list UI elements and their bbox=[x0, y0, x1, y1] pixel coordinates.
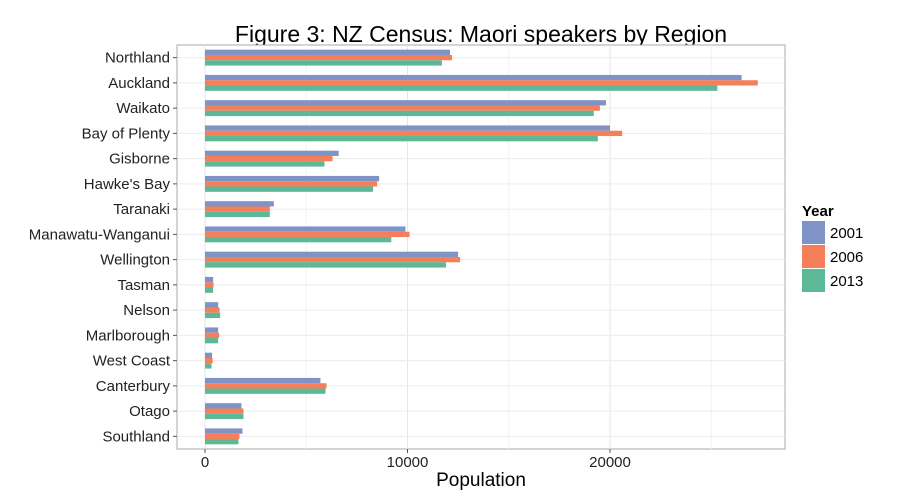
bar-2013 bbox=[205, 211, 270, 218]
bar-2006 bbox=[205, 408, 244, 414]
bar-2013 bbox=[205, 312, 221, 319]
bar-2006 bbox=[205, 256, 461, 263]
bar-2006 bbox=[205, 80, 758, 86]
bar-2001 bbox=[205, 49, 451, 55]
bar-2006 bbox=[205, 231, 410, 238]
bar-2013 bbox=[205, 60, 442, 66]
y-tick-label: Auckland bbox=[108, 75, 170, 92]
y-tick-label: Canterbury bbox=[96, 378, 171, 395]
bar-2006 bbox=[205, 130, 623, 137]
legend-swatch-2006 bbox=[802, 245, 825, 268]
bar-2001 bbox=[205, 201, 274, 207]
y-tick-label: West Coast bbox=[93, 353, 171, 370]
legend-label-2001: 2001 bbox=[830, 225, 863, 242]
y-tick-label: Gisborne bbox=[109, 151, 170, 168]
bar-2001 bbox=[205, 175, 380, 182]
bar-2001 bbox=[205, 276, 214, 283]
y-tick-label: Marlborough bbox=[86, 327, 170, 344]
bar-2006 bbox=[205, 155, 333, 162]
bar-2001 bbox=[205, 428, 243, 434]
y-tick-label: Wellington bbox=[100, 252, 170, 269]
y-tick-label: Bay of Plenty bbox=[82, 125, 171, 142]
y-tick-labels: Northland Auckland Waikato Bay of Plenty Gis… bbox=[29, 50, 177, 445]
legend-label-2006: 2006 bbox=[830, 249, 863, 266]
bars-group bbox=[205, 49, 758, 445]
legend: Year 2001 2006 2013 bbox=[802, 203, 863, 292]
bar-2001 bbox=[205, 74, 742, 81]
legend-title: Year bbox=[802, 203, 834, 220]
bar-2013 bbox=[205, 85, 718, 91]
bar-2006 bbox=[205, 307, 220, 313]
y-tick-label: Nelson bbox=[123, 302, 170, 319]
y-tick-label: Southland bbox=[102, 428, 170, 445]
bar-2006 bbox=[205, 332, 220, 339]
bar-2013 bbox=[205, 262, 446, 268]
y-tick-label: Waikato bbox=[116, 100, 170, 117]
bar-2006 bbox=[205, 357, 213, 364]
x-tick-label: 20000 bbox=[589, 454, 631, 471]
bar-2013 bbox=[205, 161, 325, 167]
x-tick-label: 0 bbox=[201, 454, 209, 471]
x-tick-labels: 0 10000 20000 bbox=[201, 449, 631, 471]
bar-2006 bbox=[205, 181, 378, 187]
legend-label-2013: 2013 bbox=[830, 273, 863, 290]
bar-2001 bbox=[205, 100, 606, 106]
bar-2001 bbox=[205, 251, 459, 257]
bar-2006 bbox=[205, 206, 270, 212]
bar-2013 bbox=[205, 338, 219, 344]
bar-2001 bbox=[205, 377, 321, 384]
bar-2001 bbox=[205, 150, 339, 156]
y-tick-label: Manawatu-Wanganui bbox=[29, 226, 170, 243]
bar-2013 bbox=[205, 388, 326, 394]
y-tick-label: Tasman bbox=[117, 277, 170, 294]
bar-2006 bbox=[205, 282, 214, 288]
bar-2001 bbox=[205, 302, 219, 308]
x-tick-label: 10000 bbox=[387, 454, 429, 471]
bar-2001 bbox=[205, 327, 219, 333]
y-tick-label: Hawke's Bay bbox=[84, 176, 171, 193]
legend-swatch-2001 bbox=[802, 221, 825, 244]
x-axis-label: Population bbox=[436, 470, 526, 491]
bar-2013 bbox=[205, 110, 594, 117]
y-tick-label: Otago bbox=[129, 403, 170, 420]
y-tick-label: Taranaki bbox=[113, 201, 170, 218]
bar-2006 bbox=[205, 54, 453, 61]
bar-2006 bbox=[205, 383, 327, 389]
bar-2001 bbox=[205, 125, 610, 131]
bar-2013 bbox=[205, 287, 214, 293]
bar-2013 bbox=[205, 439, 239, 445]
bar-2001 bbox=[205, 403, 242, 409]
bar-2013 bbox=[205, 363, 212, 369]
chart-title: Figure 3: NZ Census: Maori speakers by R… bbox=[235, 21, 727, 47]
bar-2006 bbox=[205, 105, 600, 111]
bar-2013 bbox=[205, 237, 392, 243]
legend-swatch-2013 bbox=[802, 269, 825, 292]
bar-2013 bbox=[205, 186, 374, 192]
bar-2001 bbox=[205, 352, 213, 358]
bar-2001 bbox=[205, 226, 406, 232]
bar-2013 bbox=[205, 136, 598, 142]
bar-2006 bbox=[205, 433, 240, 440]
bar-2013 bbox=[205, 413, 244, 420]
y-tick-label: Northland bbox=[105, 50, 170, 67]
